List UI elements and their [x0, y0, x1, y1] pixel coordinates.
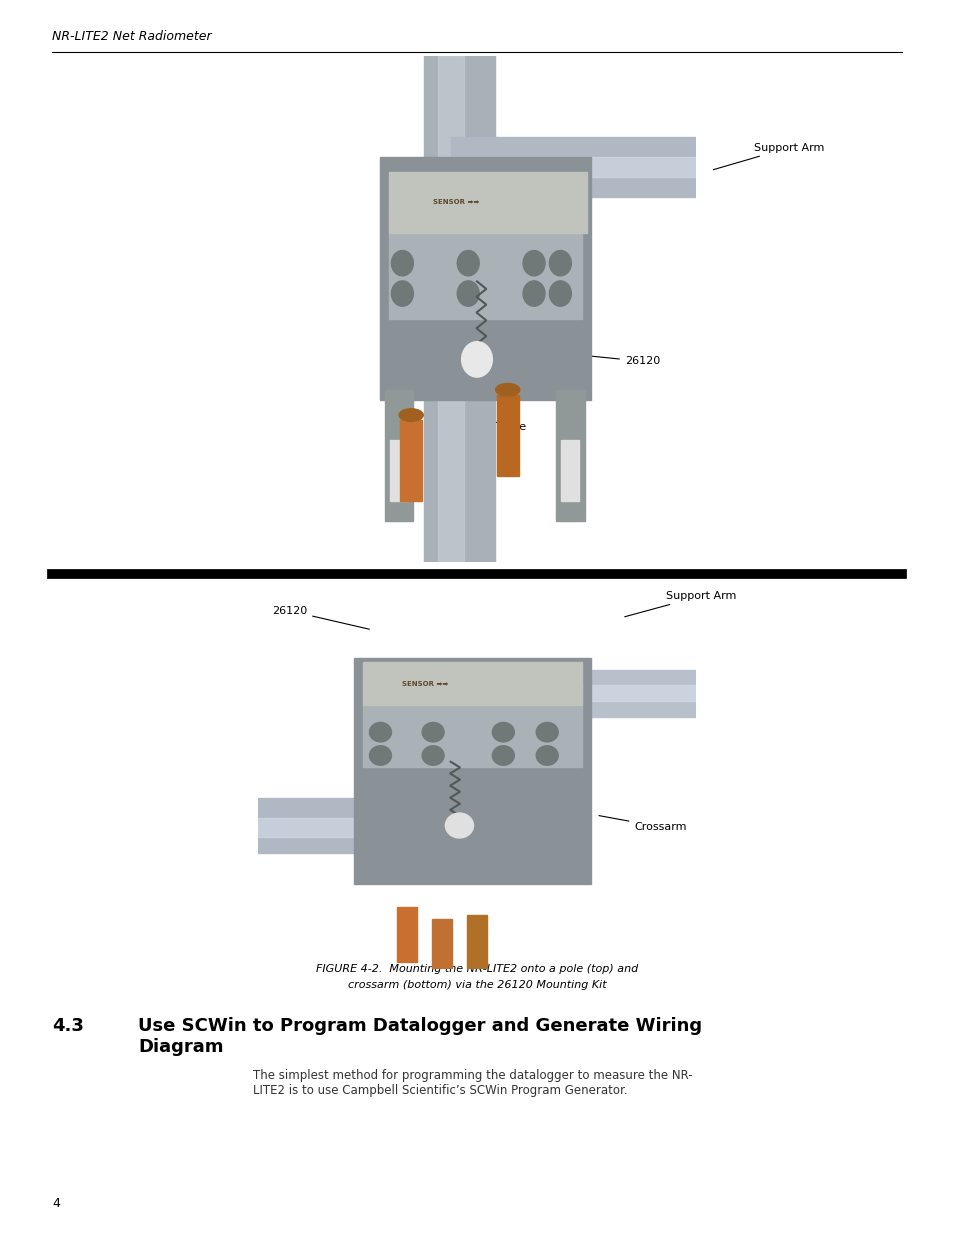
Bar — [399, 420, 421, 501]
Text: crossarm (bottom) via the 26120 Mounting Kit: crossarm (bottom) via the 26120 Mounting… — [347, 981, 606, 990]
Circle shape — [421, 722, 443, 742]
Circle shape — [391, 251, 413, 275]
Bar — [257, 818, 498, 837]
Text: Use SCWin to Program Datalogger and Generate Wiring: Use SCWin to Program Datalogger and Gene… — [138, 1016, 701, 1035]
Bar — [257, 798, 498, 852]
Bar — [556, 390, 584, 521]
Text: Support Arm: Support Arm — [713, 143, 823, 169]
Text: 4: 4 — [52, 1197, 60, 1210]
Text: 26120: 26120 — [589, 356, 659, 367]
Circle shape — [456, 280, 478, 306]
Text: Crossarm: Crossarm — [598, 815, 686, 832]
Bar — [384, 390, 413, 521]
Bar — [396, 908, 416, 962]
Text: The simplest method for programming the datalogger to measure the NR-: The simplest method for programming the … — [253, 1068, 692, 1082]
Text: SENSOR ➡➡: SENSOR ➡➡ — [433, 199, 478, 205]
Bar — [450, 137, 696, 198]
Ellipse shape — [398, 409, 423, 421]
Circle shape — [522, 251, 544, 275]
Bar — [380, 157, 591, 400]
Bar — [390, 441, 407, 501]
Bar — [389, 172, 586, 232]
Bar — [424, 56, 494, 562]
Circle shape — [369, 722, 391, 742]
Circle shape — [461, 342, 492, 377]
Bar — [354, 658, 591, 884]
Circle shape — [421, 746, 443, 766]
Bar — [437, 56, 463, 562]
Bar — [362, 682, 581, 767]
Bar — [497, 395, 518, 475]
Text: SENSOR ➡➡: SENSOR ➡➡ — [402, 680, 448, 687]
Bar — [467, 915, 487, 969]
Ellipse shape — [496, 383, 519, 396]
Bar — [432, 919, 452, 973]
Circle shape — [536, 722, 558, 742]
Text: 26120: 26120 — [272, 606, 369, 629]
Text: Pole: Pole — [477, 419, 526, 432]
Bar — [476, 669, 696, 716]
Circle shape — [492, 746, 514, 766]
Circle shape — [549, 251, 571, 275]
Text: Support Arm: Support Arm — [624, 592, 736, 616]
Text: FIGURE 4-2.  Mounting the NR-LITE2 onto a pole (top) and: FIGURE 4-2. Mounting the NR-LITE2 onto a… — [315, 965, 638, 974]
Circle shape — [492, 722, 514, 742]
Bar — [362, 662, 581, 705]
Bar — [476, 685, 696, 701]
Text: NR-LITE2 Net Radiometer: NR-LITE2 Net Radiometer — [52, 30, 212, 43]
Circle shape — [536, 746, 558, 766]
Circle shape — [369, 746, 391, 766]
Circle shape — [456, 251, 478, 275]
Text: 4.3: 4.3 — [52, 1016, 84, 1035]
Bar — [389, 207, 581, 319]
Text: Diagram: Diagram — [138, 1037, 224, 1056]
Bar — [560, 441, 578, 501]
Text: LITE2 is to use Campbell Scientific’s SCWin Program Generator.: LITE2 is to use Campbell Scientific’s SC… — [253, 1083, 627, 1097]
Circle shape — [522, 280, 544, 306]
Circle shape — [445, 813, 473, 839]
Bar — [450, 157, 696, 177]
Circle shape — [549, 280, 571, 306]
Circle shape — [391, 280, 413, 306]
